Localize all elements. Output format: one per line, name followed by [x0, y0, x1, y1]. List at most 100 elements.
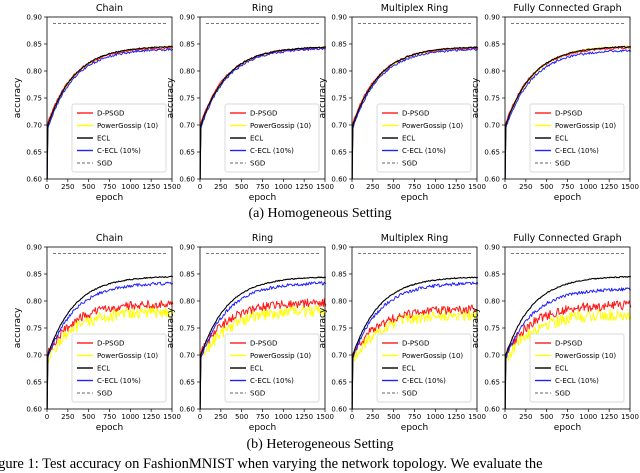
- series-c-ecl-10-line: [351, 281, 479, 410]
- subplot-title: Multiplex Ring: [381, 3, 449, 14]
- y-tick-label: 0.70: [331, 352, 347, 360]
- x-tick-label: 500: [235, 413, 248, 421]
- subplot-heterogeneous-multiplex-ring: Multiplex Ring 0.60 0.65 0.70 0.75 0.80 0.85 0.…: [318, 233, 486, 433]
- x-tick-label: 1000: [426, 183, 444, 191]
- legend-label-d-psgd: D-PSGD: [250, 340, 277, 348]
- x-tick-label: 500: [387, 413, 400, 421]
- y-tick-label: 0.90: [26, 14, 42, 22]
- y-tick-label: 0.75: [26, 325, 42, 333]
- series-ecl-line: [504, 45, 631, 180]
- y-tick-label: 0.75: [331, 95, 347, 103]
- x-tick-label: 1250: [295, 183, 313, 191]
- x-axis-label: epoch: [554, 193, 581, 203]
- x-tick-label: 500: [540, 183, 553, 191]
- x-tick-label: 0: [198, 413, 202, 421]
- x-tick-label: 1500: [468, 413, 486, 421]
- y-tick-label: 0.65: [331, 379, 347, 387]
- x-tick-label: 1500: [621, 413, 639, 421]
- y-axis-label: accuracy: [471, 77, 481, 118]
- y-tick-label: 0.90: [484, 244, 500, 252]
- y-tick-label: 0.70: [484, 352, 500, 360]
- x-tick-label: 1500: [163, 413, 181, 421]
- x-tick-label: 250: [214, 183, 227, 191]
- y-tick-label: 0.80: [26, 298, 42, 306]
- legend-label-ecl: ECL: [97, 135, 110, 143]
- subplot-heterogeneous-ring: Ring 0.60 0.65 0.70 0.75 0.80 0.85 0.90 0 250 500 7…: [166, 233, 334, 433]
- subplot-homogeneous-ring: Ring 0.60 0.65 0.70 0.75 0.80 0.85 0.90 0 250 500 7…: [166, 3, 334, 203]
- y-tick-label: 0.75: [179, 95, 195, 103]
- y-tick-label: 0.60: [331, 406, 347, 414]
- x-tick-label: 1250: [600, 183, 618, 191]
- legend-label-c-ecl-10: C-ECL (10%): [402, 147, 446, 155]
- x-axis-label: epoch: [554, 423, 581, 433]
- x-tick-label: 250: [519, 183, 532, 191]
- legend-label-powergossip-10: PowerGossip (10): [402, 122, 463, 130]
- x-axis-label: epoch: [249, 193, 276, 203]
- x-tick-label: 250: [61, 413, 74, 421]
- subfigure-caption-b: (b) Heterogeneous Setting: [246, 437, 394, 452]
- legend-label-powergossip-10: PowerGossip (10): [97, 352, 158, 360]
- legend-label-c-ecl-10: C-ECL (10%): [555, 147, 599, 155]
- series-c-ecl-10-line: [504, 49, 632, 180]
- y-axis-label: accuracy: [318, 307, 328, 348]
- x-tick-label: 0: [45, 183, 49, 191]
- legend-box: [376, 333, 472, 403]
- legend-label-powergossip-10: PowerGossip (10): [250, 122, 311, 130]
- legend-label-ecl: ECL: [555, 365, 568, 373]
- y-tick-label: 0.80: [331, 298, 347, 306]
- series-ecl-line: [199, 46, 327, 180]
- subfigure-caption-a: (a) Homogeneous Setting: [248, 206, 392, 221]
- y-tick-label: 0.60: [179, 176, 195, 184]
- series-d-psgd-line: [504, 300, 632, 410]
- series-c-ecl-10-line: [199, 47, 326, 180]
- y-tick-label: 0.80: [484, 68, 500, 76]
- x-tick-label: 500: [82, 413, 95, 421]
- subplot-title: Chain: [96, 233, 123, 244]
- x-axis-label: epoch: [96, 193, 123, 203]
- legend-box: [71, 333, 167, 403]
- legend-label-c-ecl-10: C-ECL (10%): [250, 147, 294, 155]
- y-axis-label: accuracy: [13, 307, 23, 348]
- x-tick-label: 1000: [121, 413, 139, 421]
- y-tick-label: 0.65: [331, 149, 347, 157]
- legend-label-sgd: SGD: [402, 160, 417, 168]
- y-axis-label: accuracy: [166, 77, 176, 118]
- y-tick-label: 0.70: [26, 122, 42, 130]
- x-tick-label: 1000: [426, 413, 444, 421]
- y-axis-label: accuracy: [166, 307, 176, 348]
- legend-box: [376, 103, 472, 173]
- y-tick-label: 0.90: [26, 244, 42, 252]
- legend-label-c-ecl-10: C-ECL (10%): [555, 377, 599, 385]
- series-ecl-line: [46, 45, 173, 180]
- y-tick-label: 0.90: [331, 244, 347, 252]
- legend-label-d-psgd: D-PSGD: [402, 340, 429, 348]
- x-tick-label: 1500: [468, 183, 486, 191]
- legend-box: [529, 333, 625, 403]
- legend-label-powergossip-10: PowerGossip (10): [402, 352, 463, 360]
- x-tick-label: 750: [256, 183, 269, 191]
- y-tick-label: 0.70: [179, 122, 195, 130]
- y-tick-label: 0.75: [26, 95, 42, 103]
- subplot-heterogeneous-chain: Chain 0.60 0.65 0.70 0.75 0.80 0.85 0.90 0 250 500…: [13, 233, 181, 433]
- legend-label-ecl: ECL: [250, 135, 263, 143]
- legend-label-ecl: ECL: [402, 365, 415, 373]
- y-tick-label: 0.90: [179, 14, 195, 22]
- y-tick-label: 0.75: [484, 325, 500, 333]
- series-ecl-line: [199, 276, 326, 410]
- x-tick-label: 500: [540, 413, 553, 421]
- legend-label-ecl: ECL: [97, 365, 110, 373]
- y-tick-label: 0.65: [484, 149, 500, 157]
- x-tick-label: 1250: [447, 183, 465, 191]
- x-tick-label: 500: [82, 183, 95, 191]
- subplot-title: Chain: [96, 3, 123, 14]
- subplot-title: Fully Connected Graph: [513, 3, 621, 14]
- x-tick-label: 1500: [316, 183, 334, 191]
- x-tick-label: 0: [350, 413, 354, 421]
- y-tick-label: 0.80: [26, 68, 42, 76]
- y-tick-label: 0.90: [484, 14, 500, 22]
- legend-label-d-psgd: D-PSGD: [555, 340, 582, 348]
- x-tick-label: 1000: [274, 413, 292, 421]
- series-d-psgd-line: [46, 299, 174, 410]
- series-powergossip-10-line: [199, 305, 327, 410]
